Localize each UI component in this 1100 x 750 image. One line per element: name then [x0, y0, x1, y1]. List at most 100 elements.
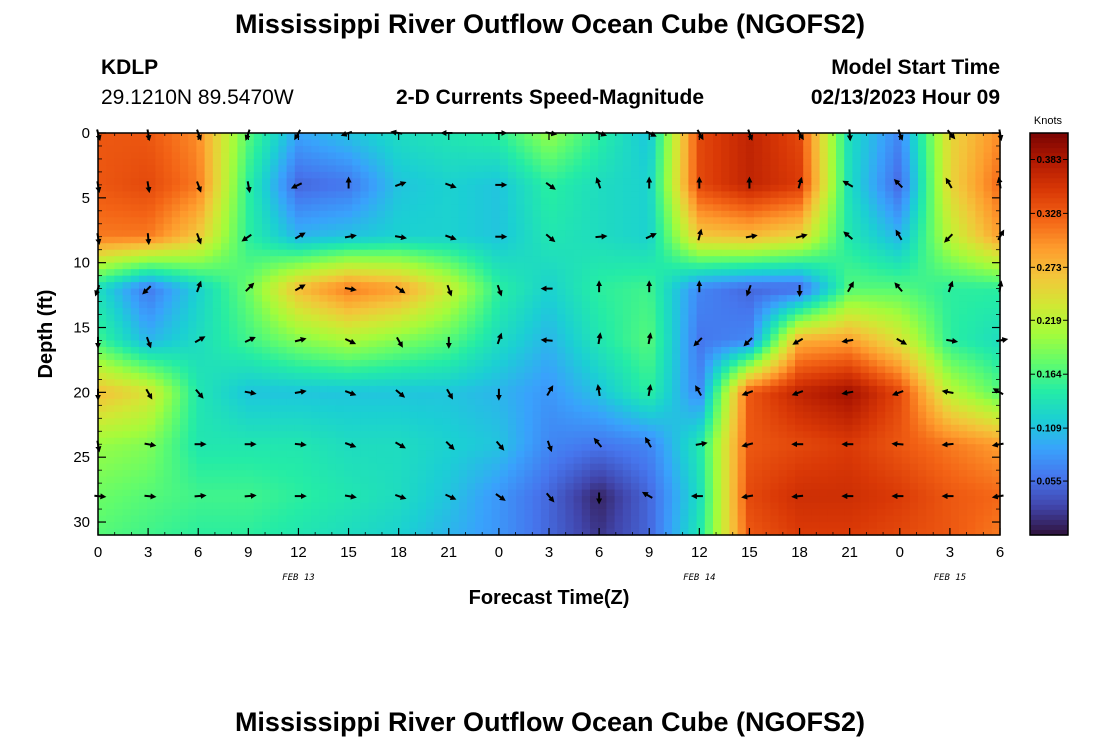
heatmap-cell — [508, 282, 517, 290]
heatmap-cell — [909, 262, 919, 270]
heatmap-cell — [557, 359, 566, 368]
heatmap-cell — [885, 256, 894, 264]
heatmap-cell — [442, 353, 452, 361]
heatmap-cell — [581, 411, 591, 419]
heatmap-cell — [590, 405, 599, 413]
heatmap-cell — [122, 340, 132, 348]
heatmap-cell — [655, 379, 665, 387]
heatmap-cell — [475, 392, 484, 400]
heatmap-cell — [139, 366, 148, 374]
heatmap-cell — [262, 152, 271, 160]
heatmap-cell — [426, 204, 435, 212]
heatmap-cell — [557, 249, 566, 257]
heatmap-cell — [778, 210, 788, 218]
heatmap-cell — [573, 301, 583, 309]
heatmap-cell — [196, 398, 206, 406]
heatmap-cell — [754, 418, 763, 426]
heatmap-cell — [639, 398, 648, 406]
heatmap-cell — [778, 379, 788, 387]
heatmap-cell — [491, 145, 501, 154]
heatmap-cell — [352, 171, 361, 179]
heatmap-cell — [860, 353, 870, 361]
heatmap-cell — [942, 223, 952, 231]
heatmap-cell — [204, 275, 214, 283]
heatmap-cell — [221, 385, 230, 393]
heatmap-cell — [385, 359, 394, 368]
heatmap-cell — [713, 346, 722, 355]
heatmap-cell — [130, 340, 140, 348]
heatmap-cell — [253, 191, 263, 199]
heatmap-cell — [237, 346, 247, 355]
heatmap-cell — [540, 398, 550, 406]
heatmap-cell — [442, 152, 452, 160]
heatmap-cell — [335, 249, 345, 257]
heatmap-cell — [442, 217, 452, 225]
heatmap-cell — [237, 269, 247, 277]
heatmap-cell — [163, 184, 173, 192]
heatmap-cell — [893, 249, 903, 257]
heatmap-cell — [450, 262, 460, 270]
heatmap-cell — [737, 171, 747, 179]
heatmap-cell — [778, 385, 788, 393]
heatmap-cell — [327, 152, 337, 160]
heatmap-cell — [729, 321, 739, 329]
heatmap-cell — [417, 411, 427, 419]
heatmap-cell — [196, 210, 206, 218]
heatmap-cell — [557, 133, 566, 141]
heatmap-cell — [262, 158, 271, 167]
heatmap-cell — [909, 269, 919, 277]
heatmap-cell — [639, 418, 648, 426]
heatmap-cell — [483, 346, 493, 355]
heatmap-cell — [475, 262, 484, 270]
heatmap-cell — [680, 301, 689, 309]
heatmap-cell — [319, 223, 329, 231]
heatmap-cell — [745, 236, 755, 244]
heatmap-cell — [639, 321, 648, 329]
heatmap-cell — [770, 288, 780, 296]
heatmap-cell — [417, 366, 427, 374]
heatmap-cell — [688, 359, 698, 368]
heatmap-cell — [163, 158, 173, 167]
heatmap-cell — [352, 301, 361, 309]
heatmap-cell — [450, 372, 460, 380]
heatmap-cell — [827, 269, 837, 277]
heatmap-cell — [729, 282, 739, 290]
heatmap-cell — [704, 145, 714, 154]
heatmap-cell — [171, 359, 181, 368]
heatmap-cell — [344, 223, 353, 231]
heatmap-cell — [147, 165, 156, 173]
heatmap-cell — [598, 171, 607, 179]
heatmap-cell — [147, 249, 156, 257]
heatmap-cell — [991, 217, 1001, 225]
heatmap-cell — [622, 243, 632, 251]
heatmap-cell — [622, 145, 632, 154]
heatmap-cell — [130, 139, 140, 147]
heatmap-cell — [483, 379, 493, 387]
heatmap-cell — [770, 353, 780, 361]
heatmap-cell — [672, 411, 681, 419]
heatmap-cell — [524, 282, 534, 290]
heatmap-cell — [819, 366, 829, 374]
heatmap-cell — [278, 398, 288, 406]
heatmap-cell — [614, 243, 624, 251]
heatmap-cell — [950, 314, 960, 322]
heatmap-cell — [204, 372, 214, 380]
heatmap-cell — [344, 210, 353, 218]
heatmap-cell — [319, 152, 329, 160]
heatmap-cell — [294, 385, 304, 393]
heatmap-cell — [639, 256, 648, 264]
heatmap-cell — [204, 346, 214, 355]
heatmap-cell — [319, 171, 329, 179]
heatmap-cell — [852, 359, 862, 368]
heatmap-cell — [836, 359, 845, 368]
heatmap-cell — [680, 372, 689, 380]
heatmap-cell — [991, 372, 1001, 380]
heatmap-cell — [253, 359, 263, 368]
heatmap-cell — [737, 405, 747, 413]
heatmap-cell — [442, 256, 452, 264]
heatmap-cell — [368, 308, 378, 316]
heatmap-cell — [344, 392, 353, 400]
heatmap-cell — [663, 340, 673, 348]
heatmap-cell — [458, 197, 468, 205]
heatmap-cell — [245, 372, 255, 380]
